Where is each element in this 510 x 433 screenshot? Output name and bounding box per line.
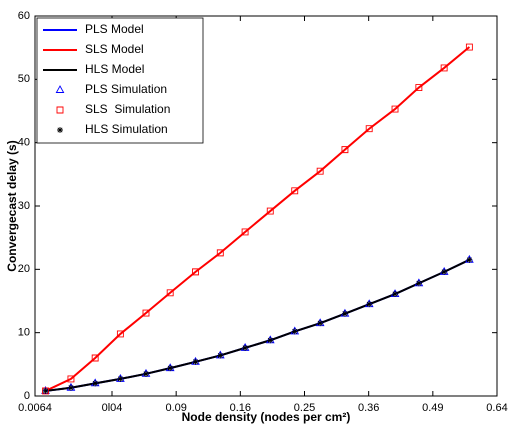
data-point	[267, 337, 274, 344]
data-point	[42, 387, 49, 395]
y-tick-label: 10	[18, 327, 30, 339]
legend-label: HLS Model	[85, 62, 144, 76]
legend-swatch	[57, 127, 63, 133]
data-point	[91, 354, 99, 362]
data-point	[67, 375, 75, 383]
data-point	[116, 330, 124, 338]
data-point	[166, 289, 174, 297]
data-point	[291, 187, 299, 195]
legend-swatch	[55, 85, 65, 93]
data-point	[216, 249, 224, 257]
x-axis-label: Node density (nodes per cm²)	[182, 410, 351, 424]
data-point	[440, 64, 448, 72]
x-tick-label: 0.09	[165, 402, 186, 414]
data-point	[366, 301, 373, 308]
x-tick-label: 0.36	[358, 402, 379, 414]
data-point	[192, 268, 199, 276]
data-point	[415, 280, 422, 287]
y-tick-label: 60	[18, 10, 30, 22]
x-tick-label: 0.16	[230, 402, 251, 414]
legend-label: SLS Simulation	[85, 102, 170, 116]
data-point	[92, 380, 99, 387]
y-axis-label: Convergecast delay (s)	[5, 140, 19, 271]
data-point	[291, 328, 298, 335]
data-point	[316, 167, 324, 175]
legend-swatch	[56, 106, 64, 114]
data-point	[341, 146, 349, 154]
y-tick-label: 30	[18, 200, 30, 212]
data-point	[391, 105, 399, 113]
y-tick-label: 50	[18, 73, 30, 85]
legend-label: SLS Model	[85, 42, 144, 56]
series-line	[45, 46, 471, 392]
y-tick-label: 20	[18, 263, 30, 275]
data-point	[217, 352, 224, 359]
data-point	[242, 344, 249, 351]
data-point	[67, 384, 74, 391]
data-point	[317, 320, 324, 327]
x-tick-label: 0l04	[102, 402, 123, 414]
data-point	[192, 358, 199, 365]
y-tick-label: 0	[24, 390, 30, 402]
legend-box	[36, 17, 204, 144]
series-line	[45, 258, 470, 392]
data-point	[266, 207, 274, 215]
data-point	[341, 310, 348, 317]
series-line	[45, 258, 470, 392]
data-point	[465, 43, 473, 51]
y-tick-label: 40	[18, 137, 30, 149]
data-point	[466, 256, 473, 263]
legend-label: PLS Model	[85, 22, 144, 36]
legend-label: HLS Simulation	[85, 122, 168, 136]
x-tick-label: 0.49	[422, 402, 443, 414]
x-tick-label: 0.0064	[18, 402, 52, 414]
data-point	[117, 375, 124, 382]
x-tick-label: 0.25	[294, 402, 315, 414]
data-point	[142, 370, 149, 377]
data-point	[365, 125, 373, 133]
x-tick-label: 0.64	[486, 402, 507, 414]
data-point	[441, 268, 448, 275]
data-point	[42, 387, 49, 394]
data-point	[241, 228, 249, 236]
data-point	[167, 365, 174, 372]
data-point	[415, 84, 423, 92]
data-point	[392, 291, 399, 298]
legend-label: PLS Simulation	[85, 82, 167, 96]
data-point	[142, 309, 150, 317]
